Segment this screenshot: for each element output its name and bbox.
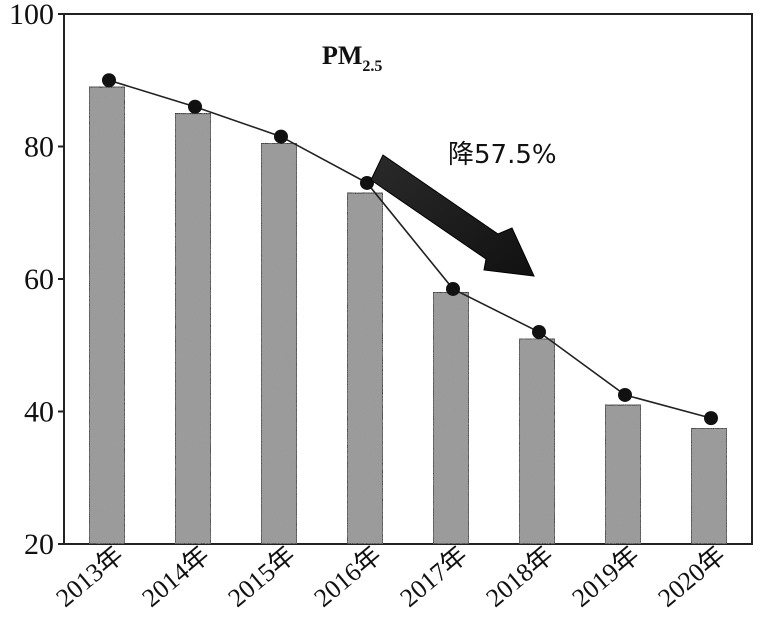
bar-2018年 xyxy=(518,337,556,545)
x-tick-label: 2018年 xyxy=(480,540,558,612)
y-tick-label: 40 xyxy=(24,396,54,429)
y-tick-label: 100 xyxy=(9,0,54,31)
title-main: PM xyxy=(322,41,362,70)
decline-annotation: 降57.5% xyxy=(448,140,557,170)
bar-2013年 xyxy=(88,86,126,545)
x-axis-labels: 2013年 2014年 2015年 2016年 2017年 2018年 2019年 2020年 xyxy=(50,540,730,612)
bar-2019年 xyxy=(604,404,642,545)
bar-2014年 xyxy=(174,112,212,545)
decline-arrow-icon xyxy=(370,154,535,277)
x-tick-label: 2020年 xyxy=(652,540,730,612)
trend-point-2017年 xyxy=(446,281,460,296)
plot-frame xyxy=(63,13,753,545)
trend-point-2020年 xyxy=(704,411,718,426)
x-tick-label: 2016年 xyxy=(308,540,386,612)
y-axis-ticks: 100 80 60 40 20 xyxy=(9,0,64,561)
x-tick-label: 2014年 xyxy=(136,540,214,612)
trend-points xyxy=(102,73,718,426)
y-tick-label: 80 xyxy=(24,131,54,164)
title-subscript: 2.5 xyxy=(362,58,382,75)
trend-point-2019年 xyxy=(618,387,632,402)
x-tick-label: 2019年 xyxy=(566,540,644,612)
bar-2015年 xyxy=(260,142,298,545)
y-tick-label: 60 xyxy=(24,263,54,296)
trend-point-2015年 xyxy=(274,129,288,144)
trend-point-2018年 xyxy=(532,325,546,339)
trend-line xyxy=(108,79,712,419)
trend-point-2013年 xyxy=(102,73,116,88)
bar-2016年 xyxy=(346,192,384,545)
trend-point-2014年 xyxy=(188,99,202,114)
chart-title: PM2.5 xyxy=(322,41,382,75)
y-tick-label: 20 xyxy=(24,528,54,561)
x-tick-label: 2015年 xyxy=(222,540,300,612)
x-tick-label: 2013年 xyxy=(50,540,128,612)
bar-2017年 xyxy=(432,291,470,545)
x-tick-label: 2017年 xyxy=(394,540,472,612)
trend-point-2016年 xyxy=(360,175,374,190)
bars-group xyxy=(88,86,728,545)
bar-2020年 xyxy=(690,427,728,545)
